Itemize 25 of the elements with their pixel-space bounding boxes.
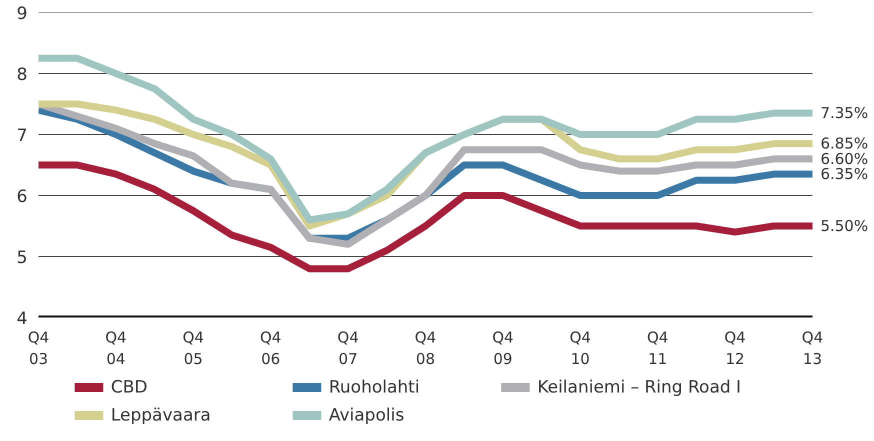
- x-tick-label: Q4 08: [414, 328, 436, 368]
- annotation: 5.50%: [820, 217, 868, 235]
- annotation: 6.35%: [820, 165, 868, 184]
- legend-label: Aviapolis: [328, 406, 404, 426]
- x-tick-label: Q4 04: [105, 328, 127, 368]
- y-tick-label: 7: [16, 126, 28, 146]
- legend-label: CBD: [110, 378, 148, 398]
- x-tick-label: Q4 12: [724, 328, 746, 368]
- x-tick-label: Q4 13: [802, 328, 824, 368]
- legend-label: Ruoholahti: [328, 378, 420, 398]
- legend-label: Leppävaara: [110, 406, 211, 426]
- x-tick-label: Q4 11: [646, 328, 668, 368]
- x-tick-label: Q4 10: [570, 328, 591, 368]
- legend-label: Keilaniemi – Ring Road I: [537, 378, 742, 398]
- y-tick-label: 4: [16, 309, 28, 329]
- y-tick-label: 8: [16, 65, 28, 85]
- x-tick-label: Q4 06: [260, 328, 282, 368]
- y-tick-label: 6: [16, 187, 28, 207]
- x-tick-label: Q4 05: [182, 328, 204, 368]
- annotation: 7.35%: [820, 104, 868, 122]
- x-tick-label: Q4 07: [337, 328, 359, 368]
- x-tick-label: Q4 09: [492, 328, 514, 368]
- y-tick-label: 9: [16, 4, 28, 24]
- y-tick-label: 5: [16, 248, 28, 268]
- x-tick-label: Q4 03: [28, 328, 50, 368]
